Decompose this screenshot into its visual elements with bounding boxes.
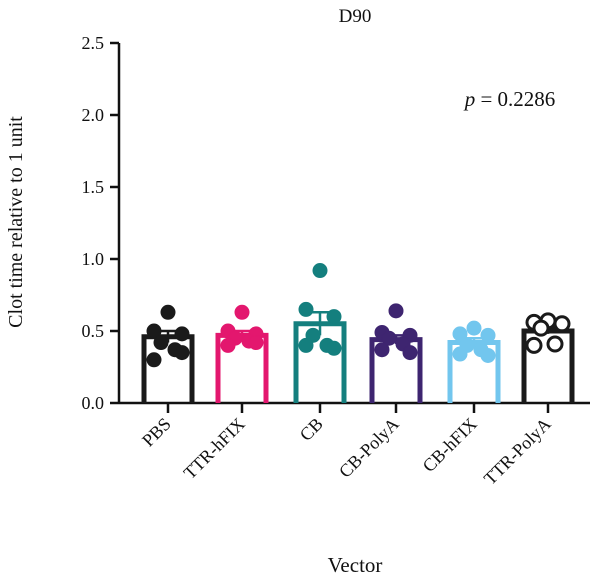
x-tick-label: CB-PolyA (335, 414, 403, 482)
data-point (326, 309, 342, 325)
data-point (298, 301, 314, 317)
p-value-text: = 0.2286 (475, 87, 555, 111)
data-point (326, 340, 342, 356)
data-point (146, 323, 162, 339)
data-point (220, 337, 236, 353)
data-point (146, 352, 162, 368)
data-point (312, 263, 328, 279)
plot-area (141, 263, 575, 403)
y-tick-label: 2.5 (82, 33, 105, 53)
data-point (452, 346, 468, 362)
data-point (374, 342, 390, 358)
data-point (452, 326, 468, 342)
data-point (525, 336, 543, 354)
y-axis-label: Clot time relative to 1 unit (5, 116, 27, 328)
x-tick-label: TTR-hFIX (180, 414, 249, 483)
data-point (298, 337, 314, 353)
data-point (480, 347, 496, 363)
x-tick-label: TTR-PolyA (480, 414, 555, 489)
y-tick-label: 0.0 (82, 393, 105, 413)
y-tick-label: 0.5 (82, 321, 105, 341)
chart-title: D90 (339, 6, 372, 27)
data-point (546, 335, 564, 353)
p-symbol: p (463, 87, 476, 111)
data-point (480, 327, 496, 343)
data-point (160, 304, 176, 320)
data-point (234, 304, 250, 320)
y-tick-label: 2.0 (82, 105, 105, 125)
data-point (402, 345, 418, 361)
data-point (381, 330, 397, 346)
data-point (532, 319, 550, 337)
data-point (388, 303, 404, 319)
x-tick-label: CB (296, 414, 327, 445)
data-point (466, 320, 482, 336)
data-point (248, 335, 264, 351)
y-tick-label: 1.0 (82, 249, 105, 269)
x-tick-label: PBS (138, 414, 175, 451)
data-point (174, 326, 190, 342)
y-tick-label: 1.5 (82, 177, 105, 197)
data-point (174, 345, 190, 361)
data-point (553, 315, 571, 333)
x-axis-label: Vector (328, 553, 383, 577)
data-point (153, 335, 169, 351)
x-tick-label: CB-hFIX (419, 414, 481, 476)
p-value-annotation: p = 0.2286 (463, 87, 556, 111)
